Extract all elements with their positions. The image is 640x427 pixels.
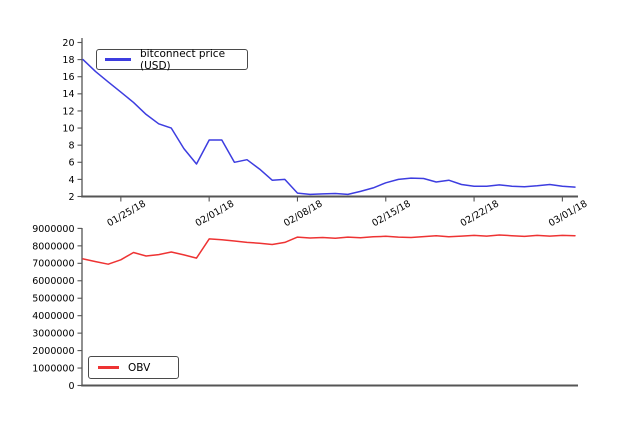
price-y-tick-label: 10 (62, 123, 74, 134)
price-y-tick-label: 6 (68, 158, 74, 169)
obv-y-tick-label: 7000000 (32, 259, 74, 270)
obv-legend: OBV (88, 356, 179, 379)
price-line (82, 58, 576, 196)
price-legend: bitconnect price (USD) (96, 47, 248, 72)
obv-y-tick-label: 2000000 (32, 346, 74, 357)
obv-y-tick-label: 8000000 (32, 241, 74, 252)
price-y-tick-label: 4 (68, 175, 74, 186)
price-y-tick-label: 12 (62, 106, 74, 117)
obv-y-tick-label: 4000000 (32, 311, 74, 322)
obv-y-tick-label: 5000000 (32, 294, 74, 305)
x-tick-label: 02/01/18 (194, 198, 236, 229)
price-legend-label: bitconnect price (USD) (140, 47, 226, 72)
x-tick-label: 01/25/18 (105, 198, 147, 229)
price-y-tick-label: 20 (62, 38, 74, 49)
x-tick-label: 02/08/18 (282, 198, 324, 229)
obv-y-tick-label: 6000000 (32, 276, 74, 287)
price-y-tick-label: 18 (62, 55, 74, 66)
price-legend-line-icon (105, 58, 131, 61)
price-y-tick-label: 2 (68, 192, 74, 203)
obv-legend-label: OBV (128, 361, 151, 374)
obv-y-tick-label: 0 (68, 381, 74, 392)
obv-y-tick-label: 3000000 (32, 329, 74, 340)
price-y-tick-label: 8 (68, 141, 74, 152)
x-tick-label: 02/15/18 (370, 198, 412, 229)
obv-y-tick-label: 9000000 (32, 224, 74, 235)
x-tick-label: 03/01/18 (547, 198, 589, 229)
obv-line (82, 234, 576, 265)
price-y-tick-label: 14 (62, 89, 74, 100)
x-tick-label: 02/22/18 (459, 198, 501, 229)
obv-y-tick-label: 1000000 (32, 363, 74, 374)
price-y-tick-label: 16 (62, 72, 74, 83)
obv-legend-line-icon (98, 366, 119, 369)
